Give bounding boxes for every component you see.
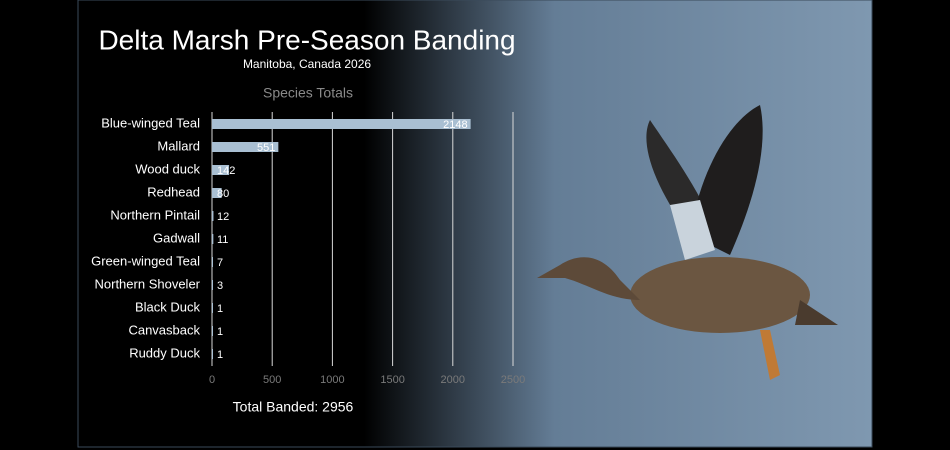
value-label: 11 (217, 234, 228, 246)
x-tick-label: 2000 (441, 374, 465, 386)
value-label: 2148 (443, 119, 467, 131)
bar (212, 142, 279, 152)
value-label: 551 (257, 142, 275, 154)
y-tick-label: Wood duck (135, 161, 200, 176)
y-tick-label: Ruddy Duck (129, 345, 200, 360)
bar (212, 349, 213, 359)
y-tick-label: Gadwall (153, 230, 200, 245)
y-tick-label: Northern Shoveler (95, 276, 201, 291)
bar (212, 303, 213, 313)
value-label: 7 (217, 257, 223, 269)
bar (212, 326, 213, 336)
subtitle: Manitoba, Canada 2026 (243, 57, 371, 71)
title: Delta Marsh Pre-Season Banding (98, 24, 515, 55)
y-tick-label: Black Duck (135, 299, 201, 314)
y-tick-label: Blue-winged Teal (101, 115, 200, 130)
x-tick-label: 1000 (320, 374, 344, 386)
value-label: 80 (217, 188, 229, 200)
value-label: 12 (217, 211, 229, 223)
value-label: 1 (217, 303, 223, 315)
bar (212, 280, 213, 290)
annotation: Total Banded: 2956 (233, 399, 354, 415)
x-tick-label: 500 (263, 374, 281, 386)
x-tick-label: 1500 (380, 374, 404, 386)
bar (212, 119, 471, 129)
bar (212, 234, 214, 244)
y-tick-label: Green-winged Teal (91, 253, 200, 268)
duck-photo (537, 105, 838, 380)
bar (212, 165, 230, 175)
slide-panel (77, 0, 873, 448)
value-label: 1 (217, 349, 223, 361)
value-label: 142 (217, 165, 235, 177)
chart-title: Species Totals (263, 85, 353, 101)
value-label: 3 (217, 280, 223, 292)
bar (212, 211, 214, 221)
y-tick-label: Northern Pintail (110, 207, 200, 222)
x-tick-label: 0 (209, 374, 215, 386)
value-label: 1 (217, 326, 223, 338)
y-tick-label: Mallard (157, 138, 200, 153)
x-tick-label: 2500 (501, 374, 525, 386)
bar (212, 188, 222, 198)
y-tick-label: Canvasback (128, 322, 200, 337)
y-tick-label: Redhead (147, 184, 200, 199)
bar (212, 257, 213, 267)
